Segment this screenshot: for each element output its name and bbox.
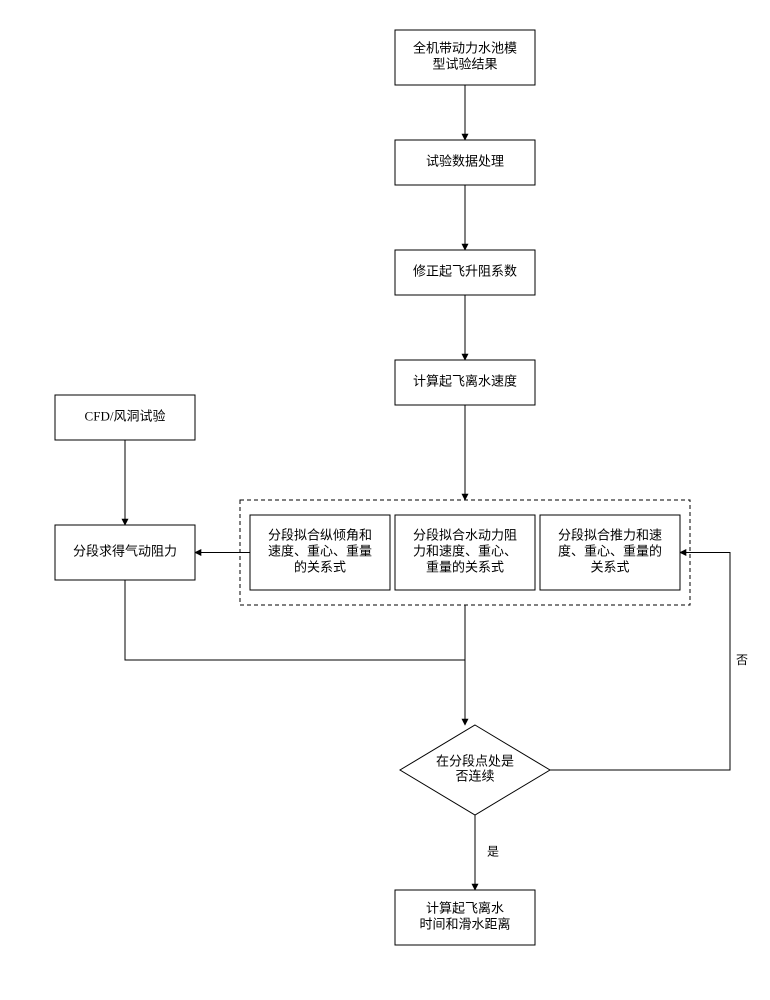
box-s2-text: 力和速度、重心、	[413, 543, 517, 558]
box-n4-text: 计算起飞离水速度	[413, 373, 517, 388]
box-s2-text: 分段拟合水动力阻	[413, 527, 517, 542]
box-final-text: 计算起飞离水	[426, 900, 504, 915]
decision-text: 否连续	[455, 768, 494, 783]
box-n2-text: 试验数据处理	[426, 153, 504, 168]
box-s1-text: 的关系式	[294, 559, 346, 574]
box-final-text: 时间和滑水距离	[419, 916, 510, 931]
box-s1-text: 速度、重心、重量	[268, 543, 372, 558]
box-aero-text: 分段求得气动阻力	[73, 543, 177, 558]
box-s3-text: 度、重心、重量的	[558, 543, 662, 558]
box-n3-text: 修正起飞升阻系数	[413, 263, 517, 278]
label-yes: 是	[487, 844, 499, 858]
box-s1-text: 分段拟合纵倾角和	[268, 527, 372, 542]
decision-text: 在分段点处是	[436, 753, 514, 768]
box-n1-text: 型试验结果	[432, 56, 497, 71]
box-s2-text: 重量的关系式	[426, 559, 504, 574]
box-n1-text: 全机带动力水池模	[413, 40, 517, 55]
label-no: 否	[736, 653, 748, 667]
connector	[125, 580, 465, 660]
box-cfd-text: CFD/风洞试验	[85, 408, 166, 423]
box-s3-text: 关系式	[590, 559, 629, 574]
box-s3-text: 分段拟合推力和速	[558, 527, 662, 542]
